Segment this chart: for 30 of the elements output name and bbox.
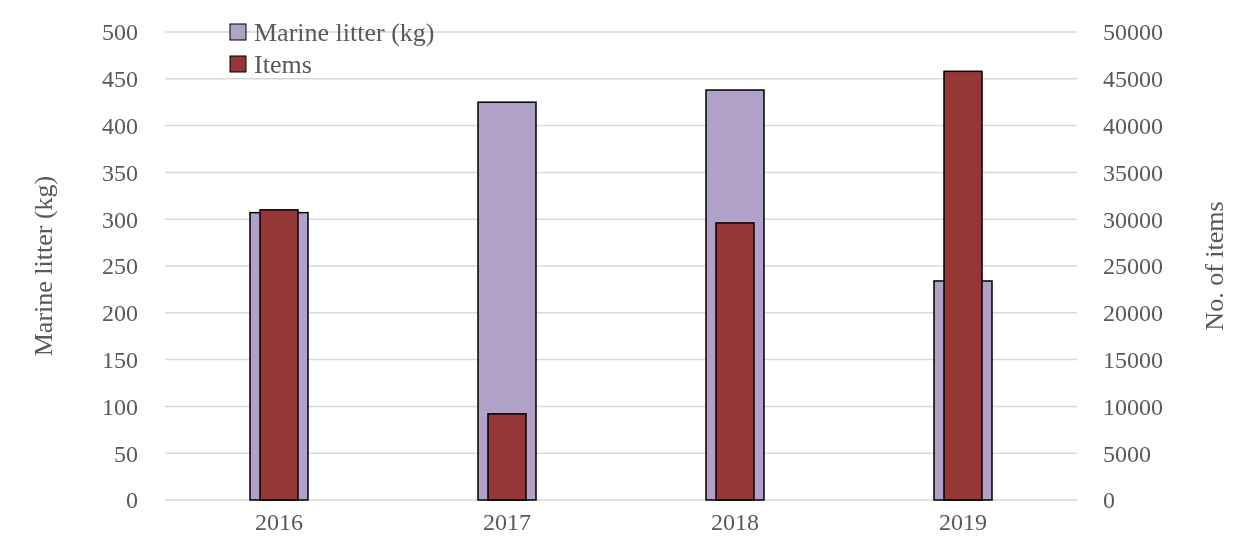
y2-tick-label: 0 (1103, 487, 1115, 514)
y-tick-label: 400 (102, 113, 138, 139)
y-tick-label: 300 (102, 206, 138, 233)
y-tick-label: 50 (114, 440, 138, 467)
legend-label: Marine litter (kg) (254, 18, 435, 48)
y-tick-label: 450 (102, 66, 138, 93)
y-tick-label: 350 (102, 159, 138, 186)
y2-tick-label: 25000 (1103, 253, 1163, 280)
x-tick-label: 2017 (483, 509, 531, 535)
y-axis-title: Marine litter (kg) (29, 175, 58, 357)
x-tick-label: 2019 (939, 509, 987, 535)
y2-axis-title: No. of items (1200, 201, 1229, 331)
x-tick-label: 2018 (711, 509, 759, 535)
y-tick-label: 100 (102, 393, 138, 420)
y2-tick-label: 10000 (1103, 393, 1163, 420)
y2-tick-label: 35000 (1103, 159, 1163, 186)
y-tick-label: 150 (102, 347, 138, 373)
y2-tick-label: 15000 (1103, 347, 1163, 373)
y-tick-label: 0 (126, 487, 138, 514)
x-tick-label: 2016 (255, 509, 303, 535)
y-tick-label: 250 (102, 253, 138, 280)
y2-tick-label: 20000 (1103, 300, 1163, 327)
y2-tick-label: 50000 (1103, 19, 1163, 46)
y-tick-label: 200 (102, 300, 138, 327)
y2-tick-label: 40000 (1103, 113, 1163, 139)
y2-tick-label: 30000 (1103, 206, 1163, 233)
legend-label: Items (254, 50, 312, 80)
y2-tick-label: 45000 (1103, 66, 1163, 93)
y2-tick-label: 5000 (1103, 440, 1151, 467)
y-tick-label: 500 (102, 19, 138, 46)
